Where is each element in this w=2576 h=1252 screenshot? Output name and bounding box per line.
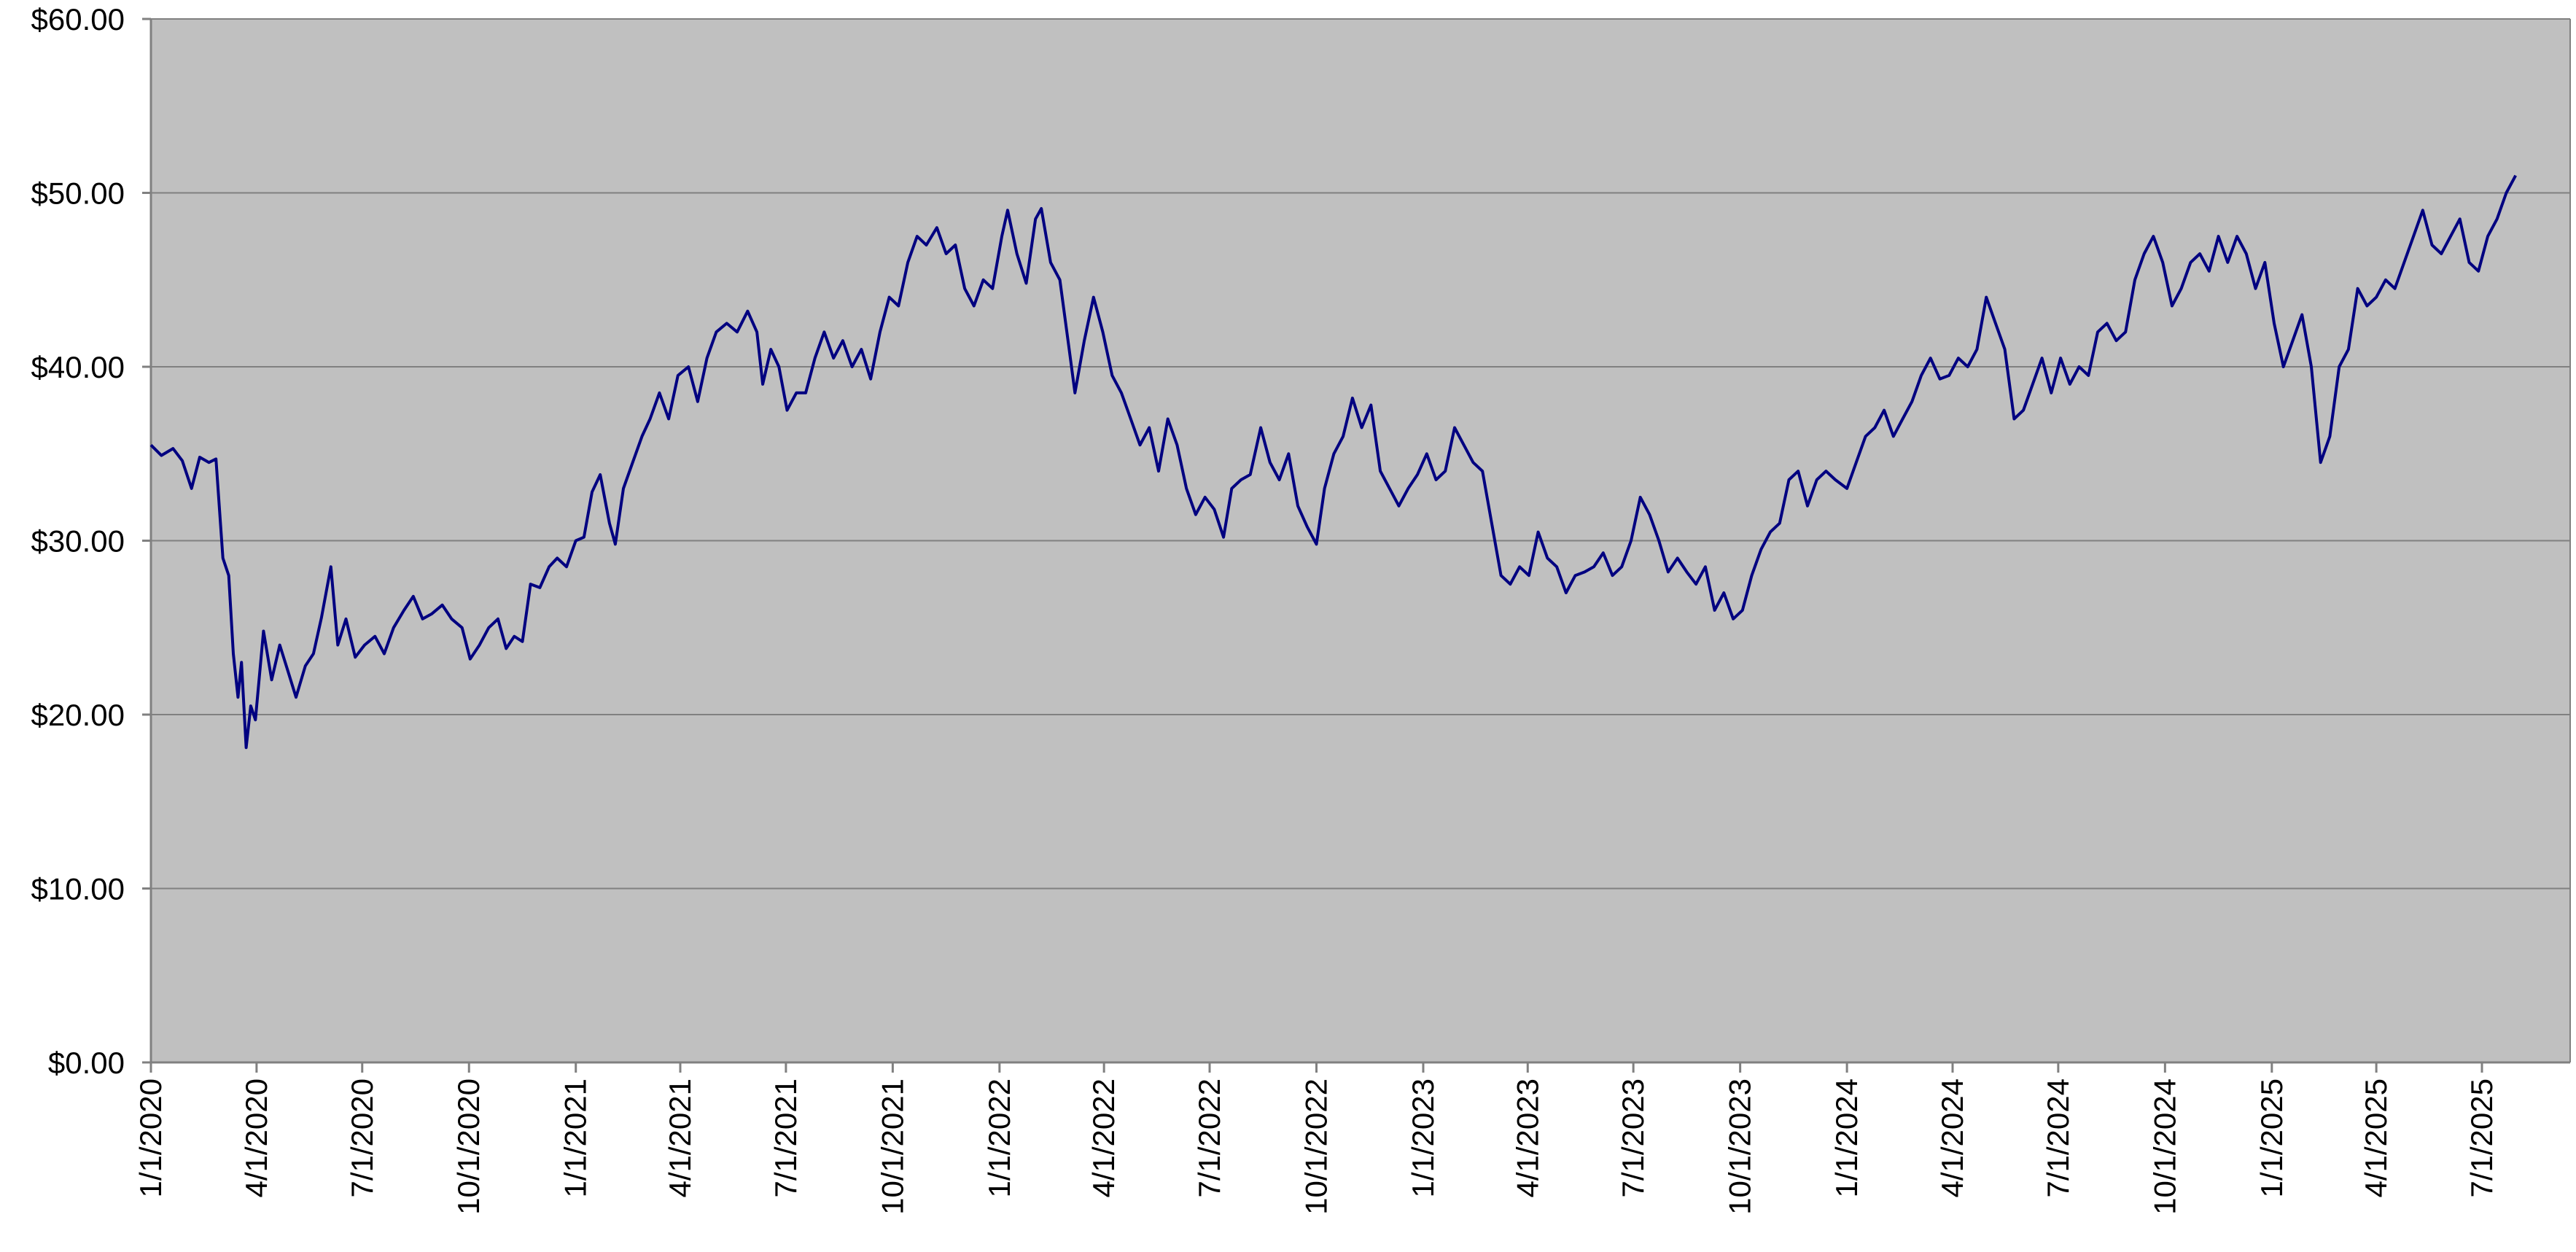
x-tick-label: 7/1/2021 (768, 1078, 803, 1198)
y-tick-label: $10.00 (31, 872, 125, 906)
x-tick-label: 4/1/2022 (1086, 1078, 1121, 1198)
x-tick-label: 4/1/2021 (663, 1078, 697, 1198)
y-axis-tick-labels: $0.00 $10.00 $20.00 $30.00 $40.00 $50.00 $60.0… (31, 2, 125, 1080)
x-tick-label: 7/1/2024 (2041, 1078, 2075, 1198)
x-tick-label: 1/1/2023 (1406, 1078, 1440, 1198)
y-tick-label: $30.00 (31, 524, 125, 559)
x-tick-label: 4/1/2023 (1510, 1078, 1544, 1198)
x-tick-label: 1/1/2025 (2254, 1078, 2289, 1198)
x-tick-label: 4/1/2025 (2359, 1078, 2393, 1198)
y-tick-label: $50.00 (31, 176, 125, 211)
x-tick-label: 7/1/2023 (1616, 1078, 1650, 1198)
x-tick-label: 1/1/2024 (1829, 1078, 1864, 1198)
axes (142, 18, 2571, 1073)
x-tick-label: 7/1/2025 (2464, 1078, 2499, 1198)
gridlines (151, 18, 2570, 890)
x-tick-label: 1/1/2022 (982, 1078, 1016, 1198)
x-tick-label: 4/1/2020 (239, 1078, 273, 1198)
y-tick-label: $0.00 (48, 1046, 125, 1080)
y-tick-label: $60.00 (31, 2, 125, 36)
series-group (149, 174, 2517, 750)
x-tick-label: 4/1/2024 (1935, 1078, 1969, 1198)
x-axis-tick-labels: 1/1/2020 4/1/2020 7/1/2020 10/1/2020 1/1/202… (133, 1078, 2499, 1215)
x-tick-label: 7/1/2020 (345, 1078, 379, 1198)
price-series-line (149, 174, 2517, 750)
x-tick-label: 10/1/2022 (1299, 1078, 1333, 1215)
y-tick-label: $40.00 (31, 350, 125, 384)
x-tick-label: 10/1/2023 (1723, 1078, 1757, 1215)
x-tick-label: 1/1/2020 (133, 1078, 168, 1198)
x-tick-label: 10/1/2020 (451, 1078, 486, 1215)
x-tick-label: 7/1/2022 (1192, 1078, 1226, 1198)
x-tick-label: 10/1/2021 (875, 1078, 909, 1215)
y-tick-label: $20.00 (31, 698, 125, 732)
x-tick-label: 10/1/2024 (2147, 1078, 2182, 1215)
x-tick-label: 1/1/2021 (559, 1078, 593, 1198)
